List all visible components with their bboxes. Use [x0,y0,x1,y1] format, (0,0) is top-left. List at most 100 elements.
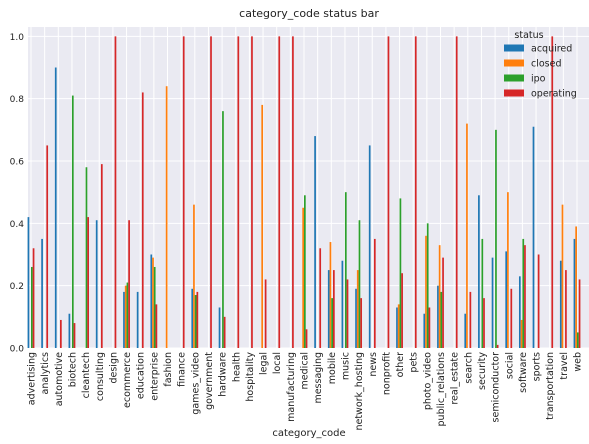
x-tick-label: network_hosting [354,352,365,431]
bar-acquired-security [478,195,480,348]
x-tick-label: education [136,352,147,399]
bar-operating-mobile [333,270,335,348]
bar-operating-pets [414,36,417,348]
bar-acquired-travel [559,260,562,348]
bar-closed-search [466,123,468,348]
bar-operating-network_hosting [360,298,363,348]
y-tick-label: 0.2 [10,282,24,292]
bar-closed-network_hosting [356,270,359,348]
bar-acquired-advertising [27,217,30,348]
bar-operating-manufacturing [292,36,294,348]
bar-ipo-enterprise [153,266,156,348]
x-tick-label: pets [409,352,420,373]
bar-closed-web [575,226,577,348]
bar-ipo-ecommerce [126,282,129,348]
bar-ipo-semiconductor [495,129,497,348]
bar-operating-legal [264,279,267,348]
bar-closed-photo_video [425,235,427,348]
bar-acquired-search [464,313,467,348]
x-tick-label: web [573,352,584,372]
x-tick-label: enterprise [149,352,160,401]
bar-operating-nonprofit [387,36,390,348]
legend-label-acquired: acquired [531,44,572,55]
x-tick-label: automotive [54,352,65,406]
bar-closed-public_relations [438,245,441,348]
bar-closed-enterprise [152,257,154,348]
x-tick-label: legal [259,352,270,375]
bar-closed-legal [261,104,264,348]
bar-acquired-games_video [191,288,194,348]
x-tick-label: fashion [163,352,174,387]
bar-operating-ecommerce [128,220,130,348]
bar-closed-travel [561,204,564,348]
bar-acquired-automotive [54,67,57,349]
bar-closed-games_video [193,204,195,348]
x-tick-label: manufacturing [286,352,297,422]
x-tick-label: government [204,352,215,410]
bar-ipo-network_hosting [358,220,361,348]
bar-acquired-music [341,260,344,348]
x-tick-label: photo_video [422,352,433,410]
bar-operating-other [401,273,403,348]
bar-acquired-social [505,251,508,348]
bar-acquired-biotech [68,313,71,348]
bar-acquired-messaging [314,136,316,348]
bar-operating-cleantech [87,217,90,348]
x-tick-label: analytics [40,352,51,395]
bar-ipo-games_video [194,295,197,348]
bar-acquired-consulting [95,220,98,348]
x-tick-label: biotech [67,352,78,387]
bar-operating-software [524,245,526,348]
x-axis: advertising analytics automotive biotech cle… [27,352,584,431]
x-tick-label: real_estate [450,352,461,405]
legend-swatch-closed [504,59,524,67]
chart-title: category_code status bar [239,7,379,20]
bar-ipo-other [399,198,402,348]
x-tick-label: nonprofit [381,352,392,395]
bar-acquired-semiconductor [491,257,494,348]
bar-operating-education [141,92,144,349]
bar-operating-web [578,279,581,348]
y-tick-label: 0.0 [10,345,25,355]
x-tick-label: games_video [190,352,201,415]
bar-acquired-enterprise [150,254,153,348]
bar-ipo-biotech [71,95,74,348]
bar-ipo-software [522,238,525,348]
bar-operating-security [483,298,485,348]
x-tick-label: ecommerce [122,352,133,408]
x-tick-label: software [518,352,529,393]
bar-operating-advertising [32,248,35,348]
bar-operating-health [237,36,240,348]
bar-ipo-hardware [222,111,224,348]
bar-closed-fashion [165,86,168,348]
y-axis: 0.0 0.2 0.4 0.6 0.8 1.0 [10,33,25,355]
bar-closed-software [520,319,523,348]
bar-operating-search [469,291,472,348]
bar-operating-enterprise [155,304,158,348]
bar-operating-photo_video [428,307,431,348]
bar-operating-sports [537,254,540,348]
bar-operating-automotive [60,319,62,348]
legend-label-ipo: ipo [531,74,546,85]
bar-closed-other [397,304,400,348]
x-tick-label: mobile [327,352,338,384]
legend: status acquired closed ipo operating [504,30,577,100]
x-tick-label: travel [559,352,570,380]
bar-operating-hospitality [251,36,253,348]
bar-operating-government [210,36,212,348]
bar-operating-medical [305,329,308,348]
x-tick-label: search [463,352,474,384]
legend-swatch-ipo [504,74,524,82]
bar-closed-medical [302,207,304,348]
bar-closed-social [507,192,509,348]
bar-ipo-mobile [331,298,334,348]
x-tick-label: messaging [313,352,324,404]
bar-acquired-photo_video [423,313,426,348]
bar-operating-games_video [196,291,199,348]
bar-ipo-music [344,192,347,348]
bar-ipo-cleantech [85,167,88,348]
bar-ipo-advertising [31,266,33,348]
bar-operating-transportation [551,36,554,348]
legend-label-operating: operating [531,89,577,100]
